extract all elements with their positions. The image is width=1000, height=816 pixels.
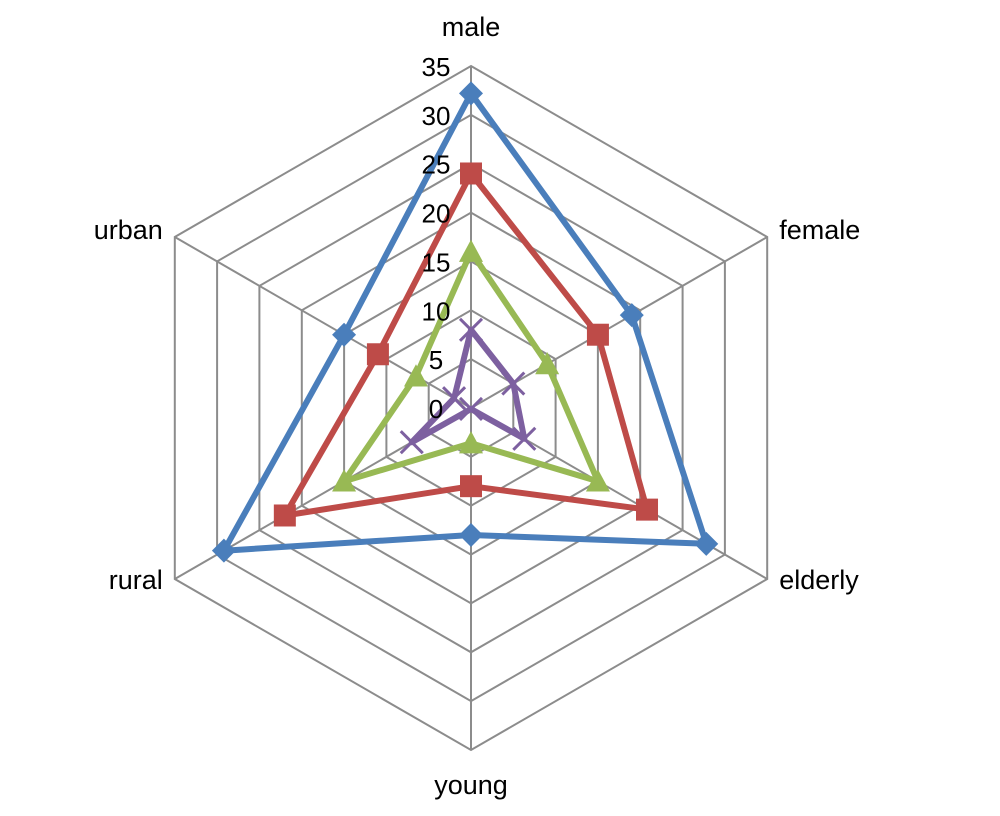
tick-label: 0	[429, 394, 443, 424]
series-2-point	[460, 475, 482, 498]
axis-label-young: young	[434, 770, 508, 800]
series-2-point	[460, 162, 482, 185]
series-3-point	[535, 352, 560, 375]
series-3-point	[459, 239, 483, 262]
axis-label-rural: rural	[109, 565, 163, 595]
tick-label: 20	[422, 199, 451, 229]
series-4-point	[458, 396, 484, 422]
series-4-point	[399, 430, 424, 455]
series-2-point	[586, 323, 609, 346]
tick-label: 10	[422, 296, 451, 326]
axis-label-elderly: elderly	[779, 565, 859, 595]
tick-label: 15	[422, 247, 451, 277]
series-1-point	[332, 322, 357, 347]
series-3-point	[332, 469, 357, 492]
series-2-point	[636, 498, 659, 521]
series-2-point	[273, 504, 296, 527]
axis-label-female: female	[779, 215, 860, 245]
markers	[211, 81, 719, 563]
axis-spoke	[470, 236, 768, 409]
series-1-point	[619, 303, 644, 328]
tick-label: 5	[429, 345, 443, 375]
tick-label: 35	[422, 52, 451, 82]
series-1-point	[694, 531, 719, 556]
tick-label: 30	[422, 101, 451, 131]
series-3-point	[403, 364, 428, 387]
series-1-point	[459, 81, 483, 106]
axis-label-male: male	[442, 12, 501, 42]
series-4-point	[458, 317, 484, 342]
series-3-point	[585, 469, 610, 492]
tick-label: 25	[422, 150, 451, 180]
series-2-point	[366, 343, 389, 366]
series-1-point	[459, 523, 483, 548]
series-3-point	[459, 431, 483, 454]
series-4-point	[512, 426, 537, 451]
series-1-point	[211, 538, 236, 563]
axis-label-urban: urban	[94, 215, 163, 245]
series-4-point	[501, 371, 526, 396]
series-4-point	[442, 386, 467, 411]
labels: 0 5 10 15 20 25 30 35 male female elderly young rura…	[94, 12, 861, 800]
